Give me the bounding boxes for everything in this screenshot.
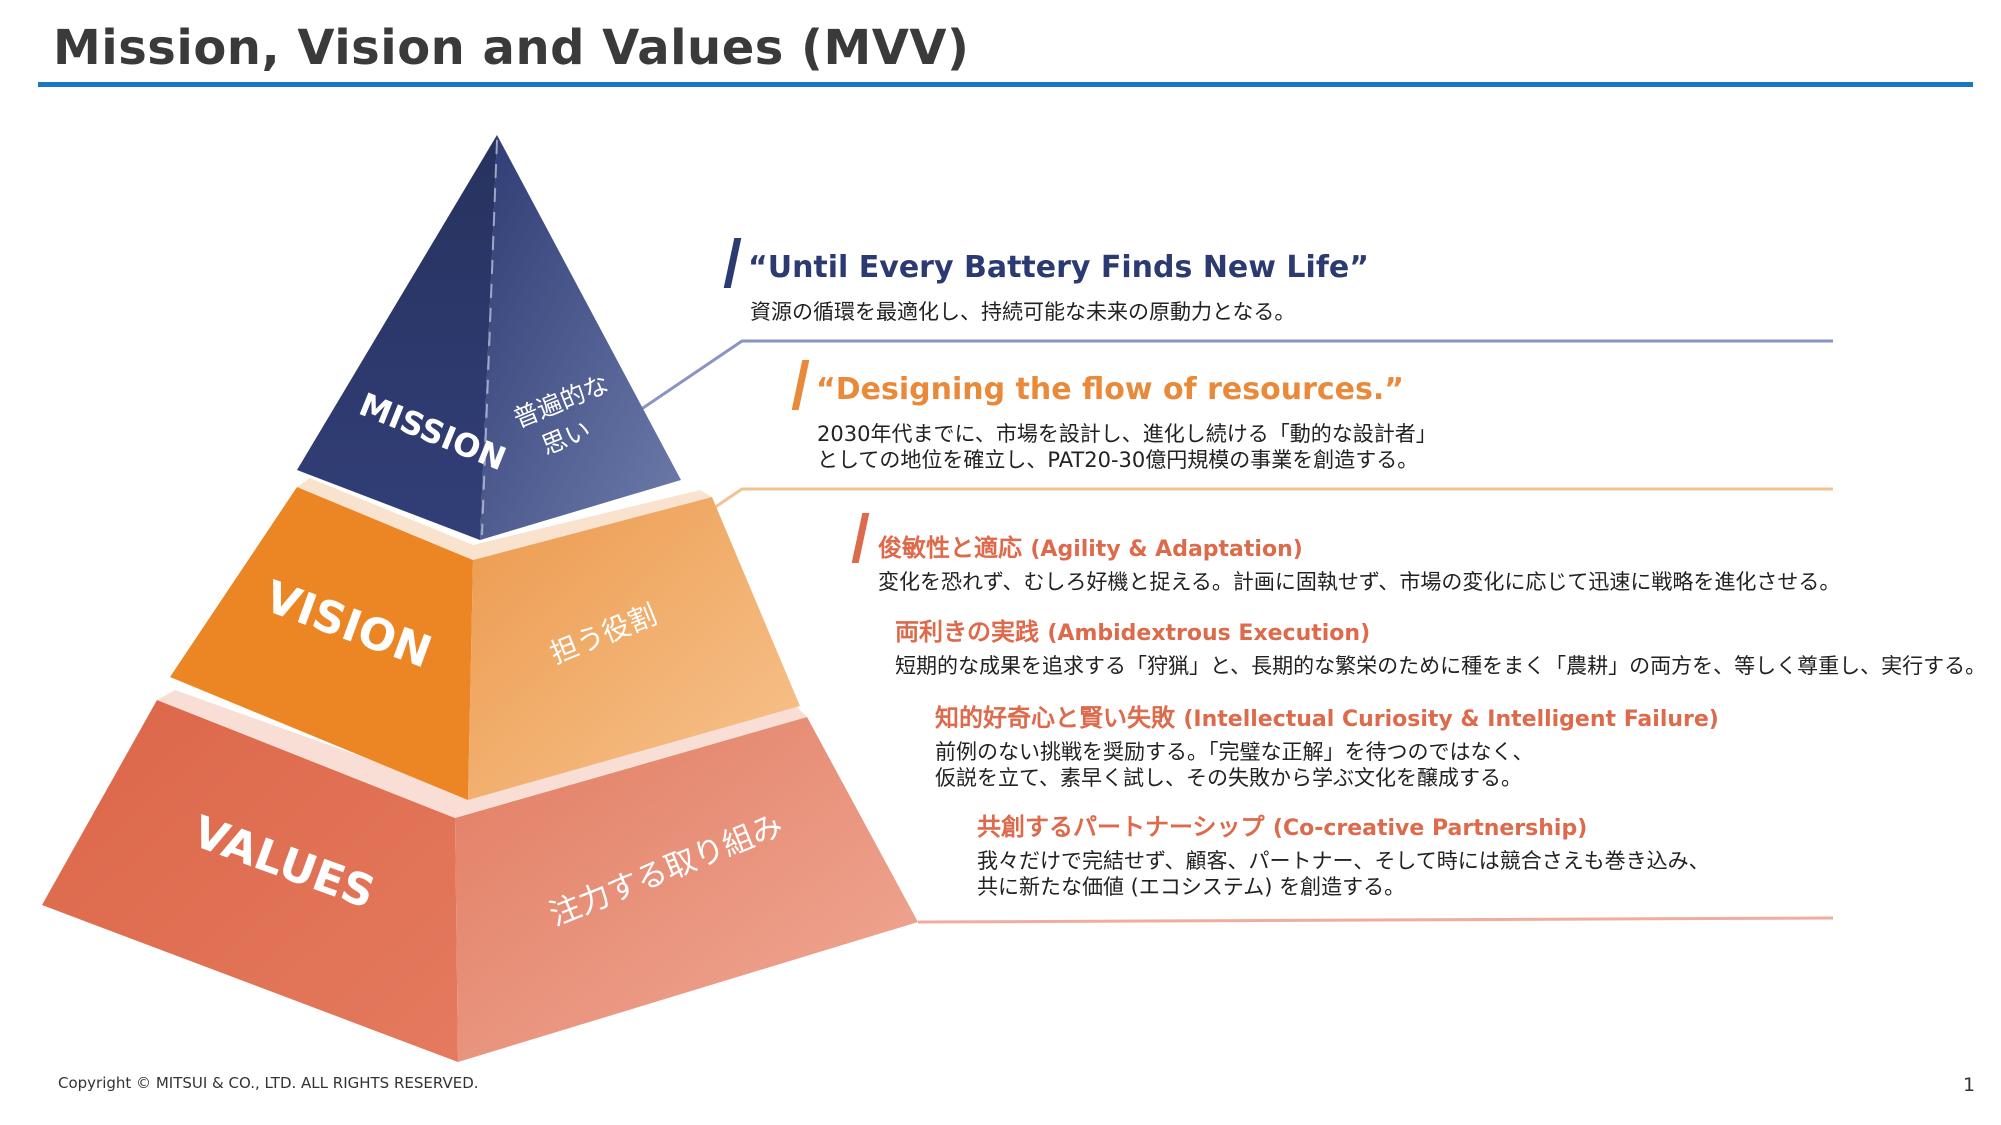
vision-text-line-1: 2030年代までに、市場を設計し、進化し続ける「動的な設計者」 [817,422,1437,446]
value-title-en: (Co-creative Partnership) [1272,816,1588,841]
value-heading-agility: 俊敏性と適応 (Agility & Adaptation) [878,528,1303,563]
page-number: 1 [1963,1074,1976,1096]
values-connector-line [917,916,1834,924]
value-text-partnership-line-2: 共に新たな価値 (エコシステム) を創造する。 [977,875,1406,899]
value-text-curiosity-line-1: 前例のない挑戦を奨励する。「完璧な正解」を待つのではなく、 [935,740,1534,764]
mission-text: 資源の循環を最適化し、持続可能な未来の原動力となる。 [750,300,1296,324]
page-title: Mission, Vision and Values (MVV) [53,20,970,76]
value-title-jp: 共創するパートナーシップ [977,813,1265,841]
value-title-en: (Agility & Adaptation) [1030,537,1303,562]
value-title-en: (Ambidextrous Execution) [1047,621,1371,646]
mission-connector-line [639,339,1833,412]
value-title-jp: 知的好奇心と賢い失敗 [935,704,1175,732]
value-heading-partnership: 共創するパートナーシップ (Co-creative Partnership) [977,807,1587,842]
vision-tier [170,478,800,800]
mission-heading: “Until Every Battery Finds New Life” [748,250,1369,285]
title-underline [38,82,1973,87]
copyright-footer: Copyright © MITSUI & CO., LTD. ALL RIGHT… [58,1074,479,1092]
vision-connector-line [701,487,1833,518]
vision-heading: “Designing the flow of resources.” [816,372,1404,407]
value-heading-curiosity: 知的好奇心と賢い失敗 (Intellectual Curiosity & Int… [935,698,1719,733]
vision-text-line-2: としての地位を確立し、PAT20-30億円規模の事業を創造する。 [817,448,1419,472]
mission-tier [297,135,681,540]
value-text-ambidextrous: 短期的な成果を追求する「狩猟」と、長期的な繁栄のために種をまく「農耕」の両方を、… [895,654,1987,678]
value-text-partnership-line-1: 我々だけで完結せず、顧客、パートナー、そして時には競合さえも巻き込み、 [977,849,1710,873]
value-title-en: (Intellectual Curiosity & Intelligent Fa… [1183,707,1719,732]
value-heading-ambidextrous: 両利きの実践 (Ambidextrous Execution) [895,612,1370,647]
value-text-agility: 変化を恐れず、むしろ好機と捉える。計画に固執せず、市場の変化に応じて迅速に戦略を… [878,570,1841,594]
value-title-jp: 両利きの実践 [895,618,1039,646]
value-text-curiosity-line-2: 仮説を立て、素早く試し、その失敗から学ぶ文化を醸成する。 [935,766,1522,790]
value-title-jp: 俊敏性と適応 [878,534,1022,562]
